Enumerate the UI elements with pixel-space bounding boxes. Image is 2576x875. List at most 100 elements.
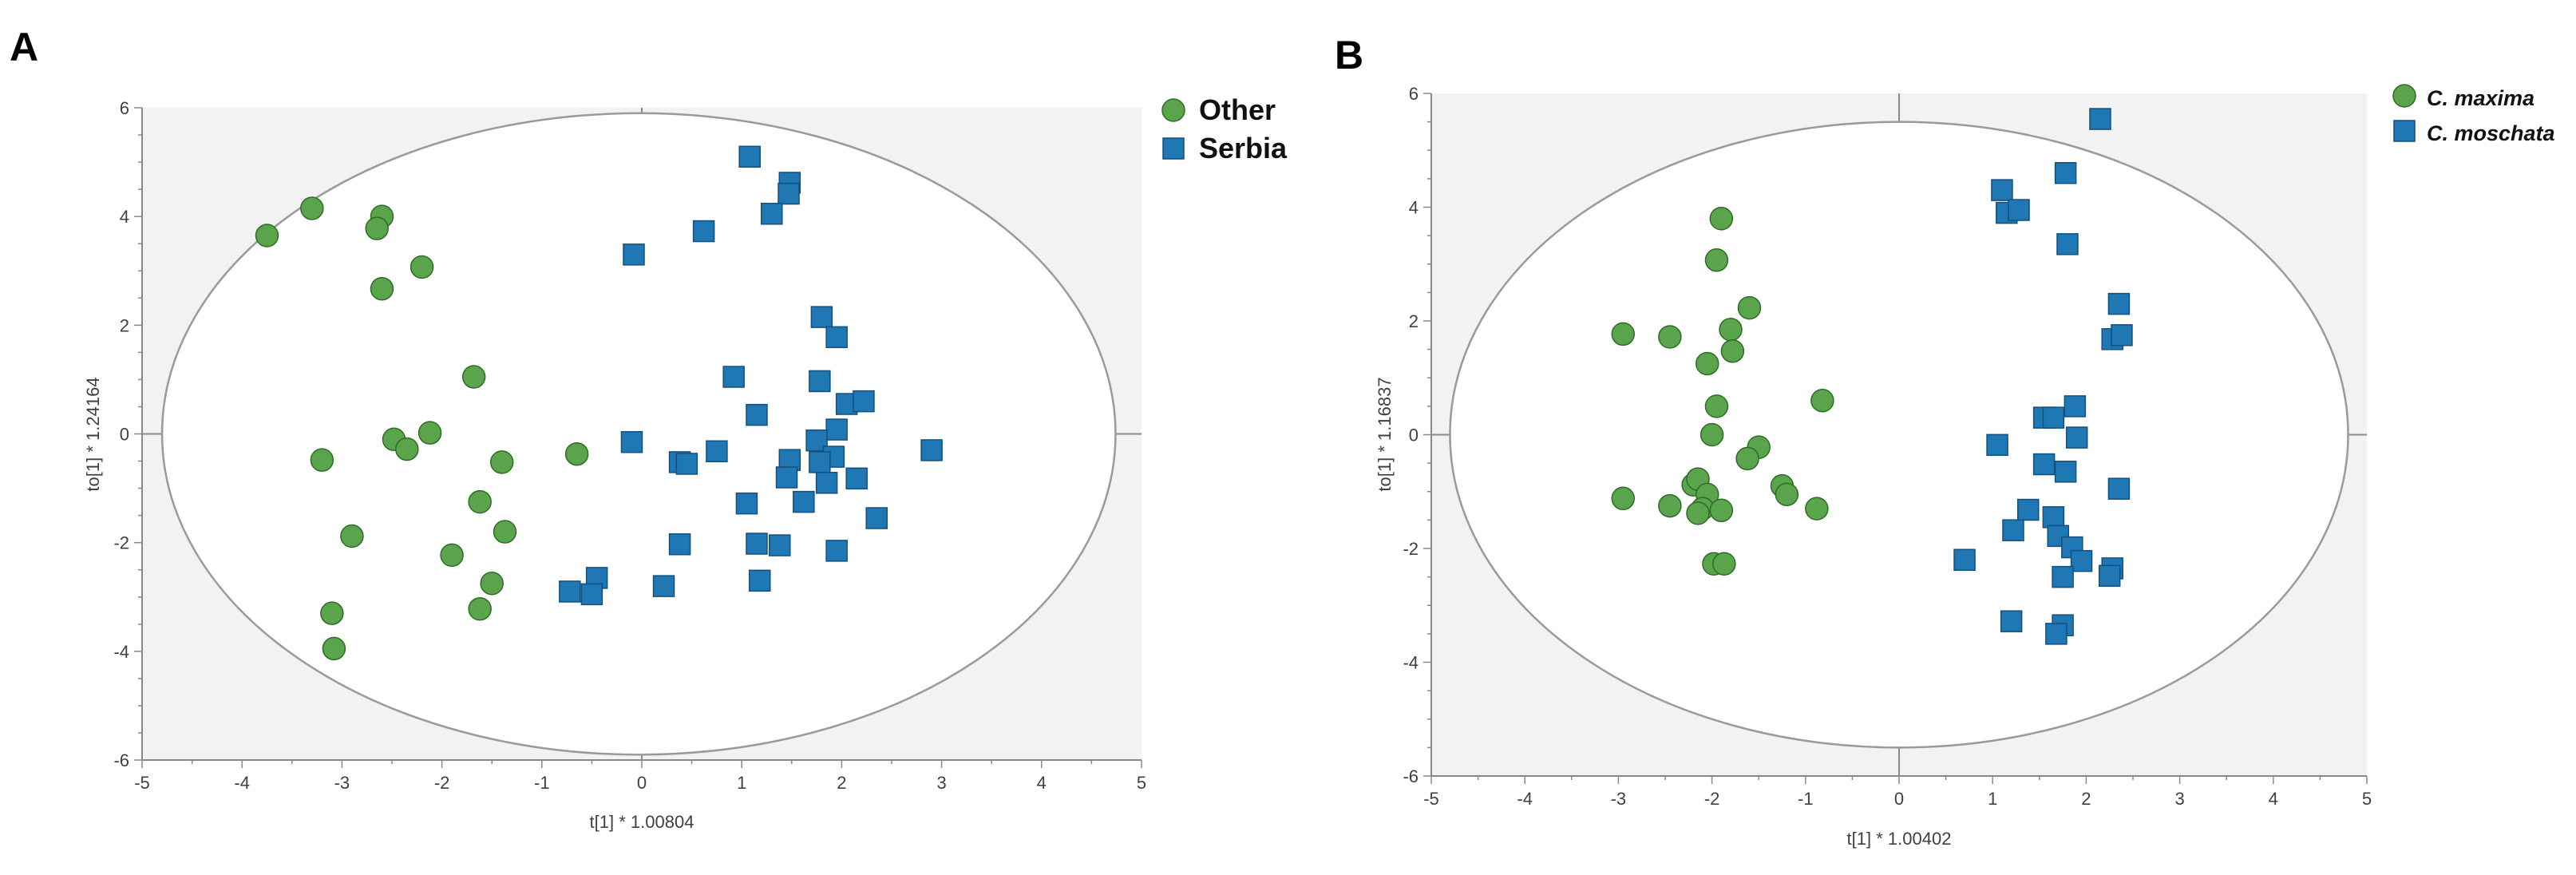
panel-b-letter: B	[1335, 33, 1363, 77]
panel-a-series-square-point	[722, 366, 745, 388]
panel-a-series-circle-point	[468, 596, 492, 621]
panel-a-series-square-point	[809, 451, 831, 473]
panel-b-series-circle-point	[1719, 317, 1743, 342]
panel-b-x-tick-label: 1	[1988, 789, 1997, 809]
panel-a-series-square-point	[845, 467, 868, 490]
panel-b-series-circle-point	[1810, 389, 1834, 413]
panel-b-series-circle-point	[1700, 422, 1724, 447]
panel-b-series-square-point	[2098, 564, 2121, 587]
panel-a-series-circle-point	[564, 441, 589, 466]
panel-b-y-tick-label: 2	[1409, 311, 1419, 331]
panel-b-y-tick-label: -6	[1403, 766, 1419, 786]
panel-b-series-circle-point	[1805, 497, 1829, 521]
panel-b-x-tick-label: 3	[2174, 789, 2184, 809]
panel-a-x-tick-label: -1	[534, 773, 550, 793]
panel-a-legend-label: Serbia	[1199, 132, 1288, 164]
panel-b-series-square-point	[1986, 434, 2008, 457]
panel-b-series-circle-point	[1695, 351, 1719, 376]
panel-a-series-square-point	[559, 580, 581, 603]
panel-a-series-square-point	[580, 583, 603, 606]
panel-a-legend-label: Other	[1199, 93, 1276, 126]
panel-a-legend-marker-square	[1162, 137, 1185, 160]
panel-b-series-square-point	[2042, 406, 2065, 429]
panel-a-series-circle-point	[365, 216, 389, 240]
panel-b-x-tick-label: -2	[1704, 789, 1720, 809]
panel-a-series-square-point	[775, 466, 798, 489]
panel-a-series-circle-point	[440, 543, 464, 568]
panel-b-y-tick-label: 4	[1409, 198, 1419, 218]
panel-a-series-square-point	[623, 243, 645, 266]
panel-a-letter: A	[10, 25, 38, 69]
panel-b-y-tick-label: -4	[1403, 653, 1419, 673]
panel-a-series-circle-point	[300, 196, 324, 220]
panel-a-series-circle-point	[322, 636, 346, 661]
panel-a-series-circle-point	[310, 448, 334, 472]
panel-a-series-circle-point	[480, 571, 504, 596]
panel-b-x-tick-label: 5	[2362, 789, 2372, 809]
panel-b-series-square-point	[2107, 292, 2131, 315]
panel-b-series-square-point	[2089, 108, 2111, 130]
panel-b-series-circle-point	[1720, 339, 1745, 363]
panel-a-series-circle-point	[417, 421, 442, 445]
panel-b-x-tick-label: 0	[1894, 789, 1904, 809]
panel-a-series-square-point	[825, 326, 848, 349]
panel-b-series-circle-point	[1735, 446, 1759, 471]
panel-b-series-square-point	[2064, 395, 2087, 418]
panel-a-x-tick-label: 0	[637, 773, 647, 793]
panel-b-legend-label: C. moschata	[2427, 121, 2555, 145]
panel-b-x-axis-label: t[1] * 1.00402	[1847, 829, 1952, 849]
panel-b-y-tick-label: 6	[1409, 84, 1419, 104]
panel-b-series-square-point	[2056, 233, 2079, 255]
panel-a-x-tick-label: 2	[837, 773, 846, 793]
panel-a-legend-marker-circle	[1161, 98, 1185, 122]
panel-a-series-square-point	[865, 507, 888, 529]
panel-a-series-square-point	[825, 418, 848, 441]
panel-a-series-square-point	[652, 575, 675, 597]
panel-a-series-square-point	[692, 220, 715, 243]
panel-b-series-circle-point	[1611, 486, 1636, 511]
panel-a-x-tick-label: -2	[434, 773, 450, 793]
panel-b-series-circle-point	[1709, 207, 1734, 231]
panel-a-series-square-point	[793, 490, 815, 513]
panel-a-series-square-point	[706, 440, 728, 463]
panel-b-series-square-point	[1953, 548, 1976, 571]
panel-a-series-square-point	[769, 534, 791, 556]
panel-a-series-square-point	[825, 540, 848, 562]
panel-b-series-circle-point	[1775, 482, 1799, 507]
panel-b-x-tick-label: -3	[1611, 789, 1627, 809]
panel-a-series-circle-point	[320, 601, 344, 625]
panel-b-series-circle-point	[1704, 394, 1729, 418]
panel-a-series-square-point	[853, 390, 875, 413]
panel-b-legend-marker-circle	[2392, 84, 2416, 108]
panel-b-series-circle-point	[1737, 295, 1762, 320]
panel-a-x-tick-label: 4	[1037, 773, 1047, 793]
panel-a-series-square-point	[668, 533, 691, 556]
panel-a-x-tick-label: 3	[936, 773, 946, 793]
panel-b-series-square-point	[2042, 506, 2065, 529]
panel-a-y-tick-label: 6	[120, 98, 129, 118]
panel-b-series-square-point	[2070, 549, 2093, 572]
panel-a-series-square-point	[920, 439, 943, 461]
panel-b-series-circle-point	[1712, 552, 1736, 576]
panel-a-series-square-point	[761, 203, 783, 225]
panel-a-y-tick-label: 0	[120, 425, 129, 445]
panel-b-series-square-point	[2054, 461, 2077, 483]
plot-a: -5 -4 -3 -2 -1 0 1 2 3 4 5 6 4 2 0 -2 -4 -6 t[1] * 1.00804…	[83, 93, 1288, 832]
panel-a-series-square-point	[738, 145, 761, 168]
panel-b-series-circle-point	[1611, 322, 1636, 346]
panel-b-x-tick-label: -1	[1798, 789, 1814, 809]
panel-b-series-square-point	[2054, 162, 2077, 184]
panel-b-series-square-point	[2045, 623, 2068, 645]
panel-b-series-circle-point	[1658, 493, 1682, 518]
panel-a-x-tick-label: -3	[334, 773, 350, 793]
plot-b: -5 -4 -3 -2 -1 0 1 2 3 4 5 6 4 2 0 -2 -4 -6 t[1] * 1.00402…	[1375, 84, 2555, 849]
panel-a-series-square-point	[735, 492, 758, 515]
panel-b-series-circle-point	[1686, 501, 1710, 525]
panel-b-x-tick-label: -5	[1423, 789, 1439, 809]
panel-b-series-square-point	[2000, 610, 2023, 632]
panel-a-series-circle-point	[395, 437, 419, 461]
panel-b-series-square-point	[2002, 519, 2024, 541]
panel-a-series-square-point	[805, 429, 828, 452]
panel-a-series-circle-point	[468, 489, 492, 514]
